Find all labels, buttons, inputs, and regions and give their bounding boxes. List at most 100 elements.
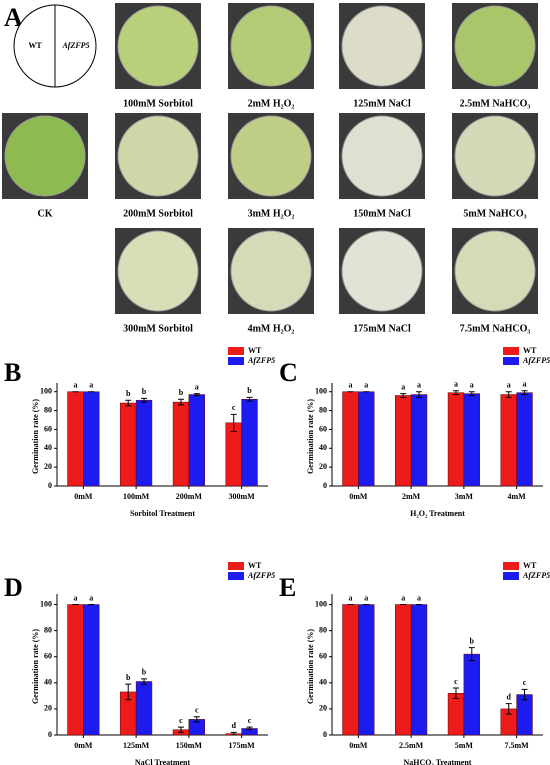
dish [4,115,86,197]
error-bar [452,390,459,396]
error-bar [193,716,200,723]
significance-letter: a [73,593,77,602]
bar [67,604,84,736]
y-tick-label: 80 [44,405,52,414]
legend-swatch [503,562,519,570]
x-tick-label: 150mM [176,741,203,750]
panel-letter: B [4,358,21,387]
y-tick-label: 40 [44,443,52,452]
significance-letter: a [348,381,352,390]
dish [230,230,312,312]
x-tick-label: 0mM [349,741,368,750]
bar [67,391,84,487]
y-tick-label: 20 [319,462,327,471]
y-tick-label: 80 [319,625,327,634]
y-tick-label: 0 [48,481,52,490]
y-tick-label: 20 [44,462,52,471]
bar [188,394,205,487]
error-bar [452,687,459,699]
significance-letter: c [179,716,183,725]
significance-letter: a [470,381,474,390]
panel-letter: D [4,573,23,602]
dish-label: 175mM NaCl [353,323,411,334]
significance-letter: c [232,403,236,412]
dish [117,115,199,197]
y-tick-label: 60 [44,652,52,661]
significance-letter: c [195,706,199,715]
dish-label: 125mM NaCl [353,98,411,109]
dish-label: 2mM H₂O₂ [248,98,295,109]
dish [454,230,536,312]
dish [117,5,199,87]
bar [447,392,465,487]
x-tick-label: 125mM [123,741,150,750]
error-bar [416,391,423,398]
significance-letter: b [142,387,147,396]
schematic-label: WT [28,41,42,50]
error-bar [177,726,184,733]
dish-label: 200mM Sorbitol [123,208,193,219]
dish [230,115,312,197]
significance-letter: b [126,673,131,682]
significance-letter: a [454,380,458,389]
dish-label: 2.5mM NaHCO₃ [460,98,531,109]
bar [516,392,533,487]
y-tick-label: 0 [323,730,327,739]
error-bar [505,703,512,715]
legend-label: AfZFP5 [247,356,275,365]
significance-letter: b [247,386,252,395]
bar [342,604,359,736]
dish-label: 300mM Sorbitol [123,323,193,334]
error-bar [125,683,132,701]
y-tick-label: 100 [40,599,52,608]
x-tick-label: 100mM [123,492,150,501]
y-tick-label: 80 [44,625,52,634]
x-tick-label: 7.5mM [505,741,530,750]
error-bar [521,390,528,396]
significance-letter: a [73,381,77,390]
x-tick-label: 300mM [229,492,256,501]
bar [463,393,480,487]
x-tick-label: 0mM [74,492,93,501]
error-bar [141,397,148,403]
bar [120,402,137,487]
x-axis-title: NaCl Treatment [135,758,191,765]
y-axis-title: Germination rate (%) [306,629,315,704]
bar [83,391,100,487]
significance-letter: a [417,593,421,602]
error-bar [521,688,528,701]
significance-letter: a [195,382,199,391]
significance-letter: a [89,593,93,602]
y-tick-label: 40 [44,678,52,687]
y-tick-label: 60 [319,652,327,661]
schematic-label: AfZFP5 [61,41,89,50]
legend-label: WT [523,346,537,355]
bar [358,604,375,736]
bar [516,694,533,736]
dish [117,230,199,312]
error-bar [468,391,475,396]
bar [410,394,428,487]
panel-letter: A [4,3,23,32]
significance-letter: b [470,636,475,645]
dish [230,5,312,87]
y-tick-label: 0 [48,730,52,739]
x-axis-title: H₂O₂ Treatment [410,509,465,518]
significance-letter: a [89,381,93,390]
panel-letter: E [279,573,296,602]
y-tick-label: 100 [315,599,327,608]
bar [463,653,480,736]
y-tick-label: 80 [319,405,327,414]
legend-swatch [228,347,244,355]
significance-letter: c [248,716,252,725]
error-bar [230,413,237,432]
error-bar [230,731,237,736]
bar [135,399,153,487]
y-tick-label: 20 [319,704,327,713]
error-bar [141,678,148,685]
significance-letter: a [401,382,405,391]
x-tick-label: 175mM [229,741,256,750]
dish [454,5,536,87]
y-axis-title: Germination rate (%) [31,629,40,704]
